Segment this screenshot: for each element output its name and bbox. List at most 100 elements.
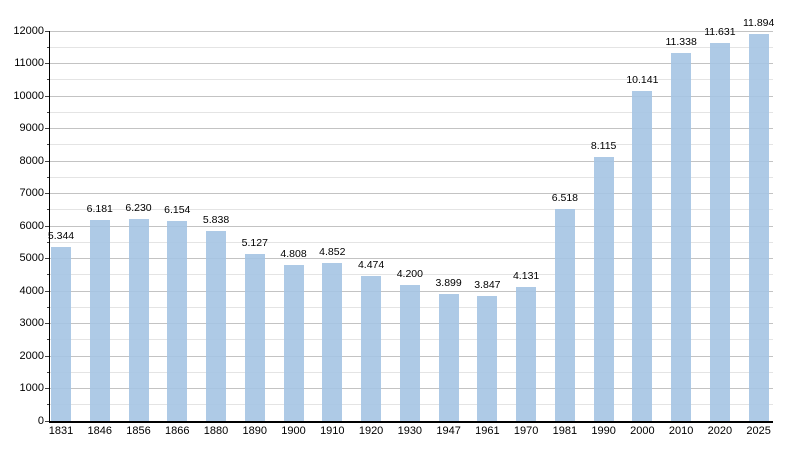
bar-value-label: 11.631 [704, 25, 736, 38]
y-axis-major-tick [45, 225, 50, 227]
bar-1856 [128, 218, 149, 421]
gridline-minor [50, 274, 773, 276]
bar-1880 [206, 231, 227, 421]
bar-value-label: 6.181 [86, 203, 113, 216]
bar-1970 [516, 286, 537, 421]
y-axis-label: 2000 [19, 349, 44, 362]
x-axis-label: 1961 [475, 425, 500, 437]
x-axis-label: 1866 [165, 425, 190, 437]
x-axis-label: 1981 [552, 425, 578, 437]
y-axis-label: 7000 [19, 187, 44, 199]
bar-value-label: 3.899 [435, 277, 462, 290]
gridline-minor [50, 144, 773, 146]
x-axis-label: 2020 [707, 425, 733, 437]
x-axis-label: 1846 [87, 425, 112, 437]
y-axis-label: 11000 [14, 57, 44, 69]
x-axis-label: 2000 [630, 425, 655, 437]
gridline-major [50, 95, 773, 97]
gridline-minor [50, 176, 773, 178]
y-axis-label: 10000 [13, 89, 44, 102]
gridline-minor [50, 79, 773, 81]
x-axis-label: 1880 [203, 425, 229, 437]
x-axis-label: 1831 [48, 425, 74, 437]
y-axis-major-tick [45, 193, 50, 194]
bar-1930 [399, 284, 420, 421]
bar-1947 [438, 294, 459, 421]
y-axis-major-tick [45, 290, 50, 292]
bar-value-label: 3.847 [474, 278, 501, 291]
x-axis-label: 1910 [320, 425, 345, 437]
bar-value-label: 4.474 [357, 258, 385, 271]
bar-2025 [748, 34, 769, 421]
gridline-major [50, 63, 773, 64]
x-axis-label: 1890 [242, 425, 268, 437]
bar-value-label: 6.518 [551, 192, 579, 205]
y-axis-label: 12000 [13, 24, 44, 37]
gridline-major [50, 225, 773, 227]
bar-1910 [322, 263, 343, 421]
y-axis-major-tick [45, 128, 50, 129]
x-axis-label: 2010 [668, 425, 694, 437]
x-axis-label: 1947 [436, 425, 461, 437]
y-axis-label: 4000 [19, 284, 44, 297]
bar-1831 [51, 247, 71, 421]
bar-2010 [671, 52, 692, 421]
bar-2000 [632, 91, 653, 421]
x-axis-line [48, 420, 773, 423]
y-axis-major-tick [45, 160, 50, 162]
bar-value-label: 10.141 [626, 74, 659, 87]
y-axis-major-tick [45, 95, 50, 97]
bar-1900 [283, 264, 304, 421]
bar-value-label: 5.127 [241, 237, 268, 250]
y-axis-label: 0 [37, 414, 44, 427]
bar-value-label: 5.344 [47, 230, 75, 243]
bar-1890 [244, 254, 265, 421]
x-axis-label: 1856 [126, 425, 151, 437]
x-axis-label: 1990 [591, 425, 616, 437]
y-axis-label: 1000 [19, 382, 44, 394]
y-axis-major-tick [45, 258, 50, 259]
gridline-minor [50, 241, 773, 243]
y-axis-major-tick [45, 30, 50, 32]
gridline-minor [50, 209, 773, 211]
bar-value-label: 8.115 [590, 140, 617, 153]
bar-value-label: 11.894 [743, 17, 775, 30]
bar-value-label: 4.200 [396, 267, 423, 280]
bar-1920 [361, 275, 382, 421]
y-axis-line [48, 31, 50, 421]
x-axis-label: 1970 [513, 425, 539, 437]
bar-value-label: 4.852 [319, 246, 346, 259]
y-axis-label: 5000 [19, 252, 44, 264]
x-axis-label: 1900 [281, 425, 306, 437]
gridline-major [50, 128, 773, 129]
gridline-major [50, 258, 773, 259]
bar-1846 [89, 220, 110, 421]
x-axis-label: 2025 [746, 425, 771, 437]
y-axis-major-tick [45, 63, 50, 64]
bar-value-label: 11.338 [665, 35, 697, 48]
bar-value-label: 4.808 [280, 247, 307, 260]
y-axis-label: 8000 [19, 154, 44, 167]
x-axis-label: 1930 [397, 425, 423, 437]
y-axis-label: 3000 [19, 317, 44, 329]
y-axis-label: 6000 [19, 219, 44, 232]
y-axis-major-tick [45, 323, 50, 324]
x-axis-label: 1920 [358, 425, 384, 437]
gridline-minor [50, 46, 773, 48]
y-axis-major-tick [45, 388, 50, 389]
bar-value-label: 5.838 [202, 214, 230, 227]
bar-value-label: 4.131 [512, 269, 540, 282]
bar-1990 [593, 157, 614, 421]
y-axis-major-tick [45, 420, 50, 422]
gridline-major [50, 160, 773, 162]
bar-2020 [709, 42, 730, 421]
bar-1961 [477, 295, 498, 421]
bar-value-label: 6.230 [125, 201, 152, 214]
bar-1981 [554, 209, 575, 421]
y-axis-major-tick [45, 355, 50, 357]
y-axis-label: 9000 [19, 122, 44, 134]
bar-value-label: 6.154 [164, 203, 191, 216]
gridline-major [50, 193, 773, 194]
gridline-minor [50, 111, 773, 113]
